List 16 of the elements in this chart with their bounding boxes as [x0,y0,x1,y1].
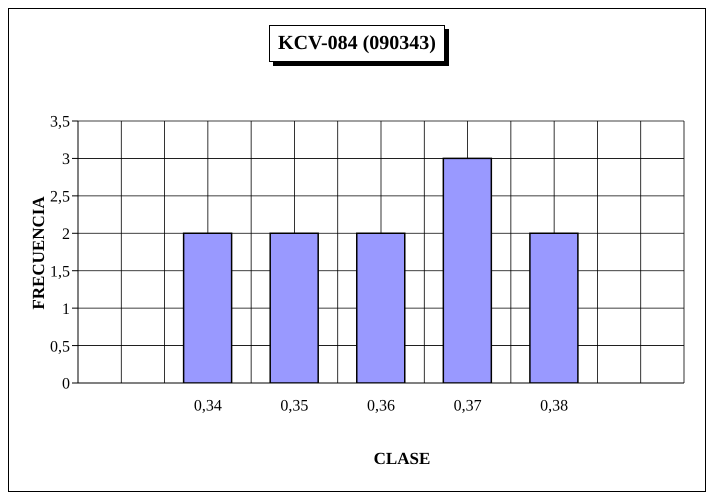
y-tick-label: 3 [62,151,70,168]
chart-title: KCV-084 (090343) [269,25,445,62]
y-tick-label: 0 [62,376,70,393]
x-tick-label: 0,37 [454,397,482,414]
y-tick-label: 1 [62,300,70,318]
y-tick-label: 1,5 [50,263,70,280]
x-tick-label: 0,38 [540,397,568,414]
y-tick-label: 2 [62,226,70,243]
y-tick-label: 0,5 [50,338,70,356]
y-tick-label: 2,5 [50,188,70,206]
x-tick-label: 0,35 [280,397,308,414]
x-axis-title: CLASE [372,449,432,469]
x-tick-label: 0,36 [367,397,395,414]
x-tick-label: 0,34 [194,397,222,414]
y-axis-title: FRECUENCIA [29,196,49,310]
y-tick-label: 3,5 [50,114,70,131]
